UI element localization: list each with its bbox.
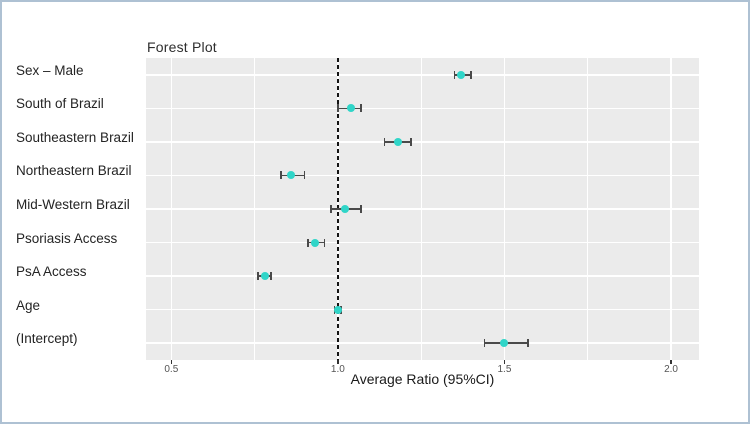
data-point <box>347 104 356 113</box>
x-tick-mark <box>337 360 339 364</box>
chart-title: Forest Plot <box>147 39 217 55</box>
x-axis-title: Average Ratio (95%CI) <box>350 371 495 387</box>
error-bar-cap-left <box>337 104 339 113</box>
row-gridline <box>146 174 699 177</box>
y-axis-label: South of Brazil <box>16 96 104 112</box>
data-point <box>340 205 349 213</box>
error-bar-cap-right <box>360 205 362 213</box>
y-axis-label: PsA Access <box>16 264 87 280</box>
data-point <box>457 70 466 79</box>
x-tick-mark <box>670 360 672 364</box>
data-point <box>393 137 402 146</box>
error-bar-cap-right <box>526 339 529 348</box>
x-tick-label: 2.0 <box>664 364 678 375</box>
error-bar-cap-left <box>307 238 309 247</box>
x-tick-mark <box>170 360 172 364</box>
y-axis-label: Sex – Male <box>16 62 84 78</box>
row-gridline <box>146 342 699 344</box>
row-gridline <box>146 308 699 311</box>
y-axis-label: (Intercept) <box>16 331 78 347</box>
row-gridline <box>146 141 699 143</box>
data-point <box>260 272 269 281</box>
error-bar-cap-right <box>303 171 306 180</box>
error-bar-cap-left <box>453 70 456 79</box>
data-point <box>287 171 296 180</box>
row-gridline <box>146 107 699 110</box>
data-point <box>310 238 319 247</box>
x-tick-label: 1.0 <box>330 364 345 375</box>
y-axis-label: Mid-Western Brazil <box>16 197 130 212</box>
y-axis-label: Northeastern Brazil <box>16 163 132 179</box>
error-bar-cap-left <box>483 339 486 348</box>
error-bar-cap-left <box>257 272 259 281</box>
error-bar-cap-right <box>323 238 326 247</box>
row-gridline <box>146 74 699 76</box>
error-bar-cap-left <box>330 205 332 213</box>
row-gridline <box>146 241 699 244</box>
data-point <box>333 305 342 314</box>
error-bar-cap-right <box>270 272 273 281</box>
x-tick-label: 0.5 <box>164 364 179 375</box>
plot-panel <box>146 58 699 360</box>
y-axis-label: Southeastern Brazil <box>16 129 134 145</box>
error-bar-cap-right <box>410 137 412 146</box>
y-axis-label: Age <box>16 297 41 313</box>
row-gridline <box>146 208 699 210</box>
error-bar-cap-right <box>470 70 472 79</box>
y-axis-label: Psoriasis Access <box>16 230 118 246</box>
x-tick-label: 1.5 <box>497 364 512 375</box>
x-tick-mark <box>503 360 506 364</box>
error-bar-cap-left <box>280 171 283 180</box>
row-gridline <box>146 275 699 277</box>
error-bar-cap-right <box>360 104 362 113</box>
data-point <box>500 339 509 348</box>
error-bar-cap-left <box>383 137 386 146</box>
